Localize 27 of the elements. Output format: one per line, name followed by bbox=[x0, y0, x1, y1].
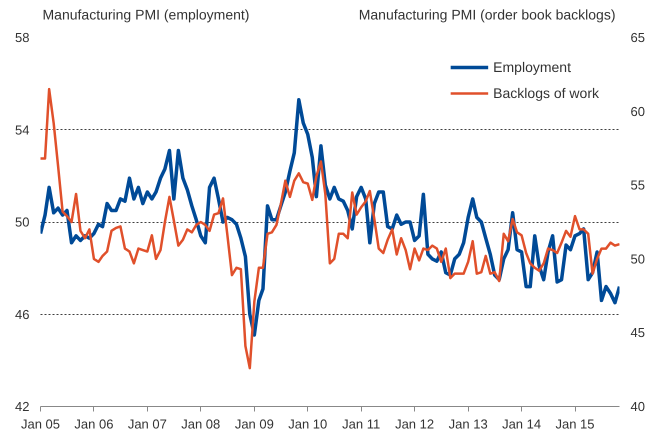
x-tick-label: Jan 11 bbox=[342, 416, 380, 432]
y-tick-label: 50 bbox=[15, 214, 30, 230]
x-tick-label: Jan 15 bbox=[555, 416, 595, 432]
line-series bbox=[40, 88, 620, 370]
x-tick-label: Jan 13 bbox=[448, 416, 488, 432]
y-tick-label: 42 bbox=[15, 399, 30, 414]
y2-tick-label: 40 bbox=[630, 399, 645, 414]
y2-tick-label: 50 bbox=[630, 251, 645, 266]
x-tick-label: Jan 10 bbox=[288, 416, 328, 432]
y2-tick-label: 60 bbox=[630, 104, 645, 119]
x-tick-label: Jan 07 bbox=[128, 416, 167, 432]
legend-label: Backlogs of work bbox=[493, 85, 599, 101]
y-tick-label: 46 bbox=[15, 306, 30, 322]
x-tick-label: Jan 09 bbox=[234, 416, 274, 432]
y2-tick-label: 55 bbox=[630, 178, 645, 193]
x-tick-label: Jan 08 bbox=[181, 416, 220, 432]
y2-axis-title: Manufacturing PMI (order book backlogs) bbox=[358, 6, 616, 23]
y-axis-title: Manufacturing PMI (employment) bbox=[42, 6, 250, 23]
x-tick-label: Jan 12 bbox=[395, 416, 434, 432]
x-tick-label: Jan 06 bbox=[74, 416, 114, 432]
y-tick-label: 54 bbox=[15, 122, 30, 138]
y2-tick-label: 65 bbox=[630, 30, 645, 45]
legend-label: Employment bbox=[493, 59, 571, 75]
x-tick-label: Jan 05 bbox=[20, 416, 60, 432]
y-tick-label: 58 bbox=[15, 30, 30, 45]
y2-tick-label: 45 bbox=[630, 325, 645, 340]
x-tick-label: Jan 14 bbox=[502, 416, 542, 432]
